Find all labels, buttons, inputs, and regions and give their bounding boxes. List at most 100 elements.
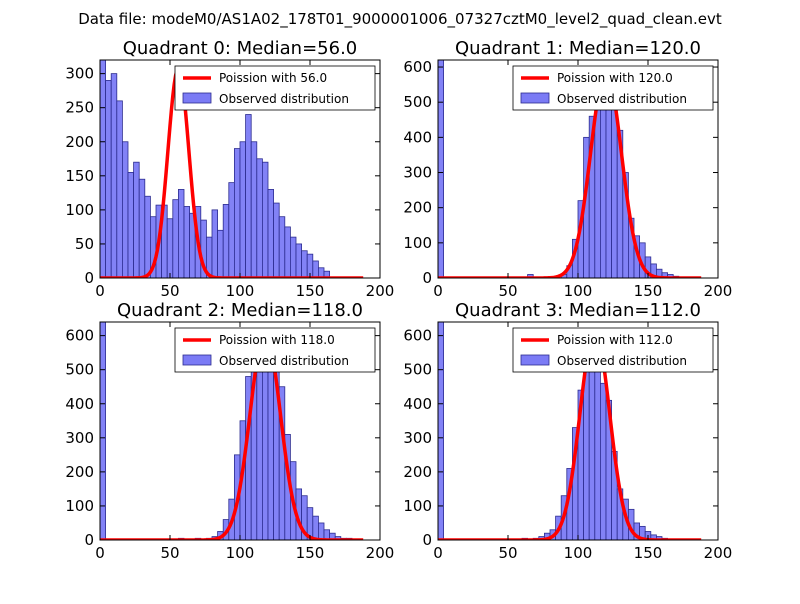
- quadrant-2-chart: 0 50 100 150 200 0 100 200 300 400 500 600 Quadrant …: [65, 300, 394, 562]
- x-tick-label: 0: [433, 282, 443, 300]
- hist-bar: [284, 226, 291, 278]
- legend-bar-swatch: [520, 354, 550, 366]
- y-tick-label: 400: [65, 395, 94, 413]
- hist-bar: [122, 141, 129, 278]
- x-tick-label: 50: [498, 282, 517, 300]
- y-tick-label: 50: [75, 235, 94, 253]
- y-tick-label: 400: [403, 128, 432, 146]
- hist-bar: [438, 322, 444, 540]
- quadrant-3-chart: 0 50 100 150 200 0 100 200 300 400 500 600 Quadrant …: [403, 300, 732, 562]
- x-tick-label: 0: [95, 282, 105, 300]
- y-tick-label: 300: [403, 429, 432, 447]
- y-tick-label: 250: [65, 99, 94, 117]
- quadrant-1-chart: 0 50 100 150 200 0 100 200 300 400 500 600 Quadrant …: [403, 38, 732, 300]
- y-tick-label: 600: [403, 58, 432, 76]
- hist-bar: [110, 73, 118, 278]
- y-tick-label: 300: [65, 65, 94, 83]
- y-tick-label: 100: [65, 497, 94, 515]
- hist-bar: [217, 229, 224, 278]
- chart-title: Quadrant 0: Median=56.0: [123, 38, 358, 59]
- y-tick-label: 100: [403, 497, 432, 515]
- hist-bar: [312, 515, 319, 540]
- legend-bar-swatch: [520, 92, 550, 104]
- x-tick-label: 100: [564, 544, 593, 562]
- legend-bar-label: Observed distribution: [557, 354, 687, 368]
- hist-bar: [228, 182, 235, 278]
- hist-bar: [127, 172, 134, 278]
- hist-bar: [312, 260, 319, 278]
- hist-bar: [100, 322, 106, 540]
- chart-title: Quadrant 3: Median=112.0: [455, 300, 701, 321]
- hist-bar: [105, 80, 112, 278]
- hist-bar: [211, 209, 218, 278]
- y-tick-label: 600: [403, 327, 432, 345]
- x-tick-label: 0: [433, 544, 443, 562]
- hist-bar: [133, 161, 140, 278]
- y-tick-label: 200: [403, 199, 432, 217]
- x-tick-label: 150: [296, 282, 325, 300]
- hist-bar: [289, 236, 297, 278]
- hist-bar: [177, 189, 185, 278]
- poisson-curve: [100, 66, 364, 278]
- y-tick-label: 500: [65, 361, 94, 379]
- x-tick-label: 50: [498, 544, 517, 562]
- y-tick-label: 0: [84, 531, 94, 549]
- legend-bar-label: Observed distribution: [557, 92, 687, 106]
- hist-bar: [600, 382, 607, 540]
- legend-bar-swatch: [182, 354, 212, 366]
- y-tick-label: 100: [65, 201, 94, 219]
- chart-title: Quadrant 1: Median=120.0: [455, 38, 701, 59]
- poisson-curve-group: [438, 68, 702, 278]
- y-tick-label: 0: [84, 269, 94, 287]
- hist-bar: [233, 148, 241, 278]
- figure-suptitle: Data file: modeM0/AS1A02_178T01_90000010…: [78, 10, 722, 29]
- hist-bar: [273, 202, 280, 278]
- hist-bar: [222, 204, 230, 278]
- y-tick-label: 200: [403, 463, 432, 481]
- x-tick-label: 150: [634, 544, 663, 562]
- x-tick-label: 50: [160, 544, 179, 562]
- hist-bar: [278, 216, 286, 278]
- y-tick-label: 600: [65, 327, 94, 345]
- poisson-curve: [438, 68, 702, 278]
- hist-bar: [256, 158, 263, 278]
- chart-title: Quadrant 2: Median=118.0: [117, 300, 363, 321]
- legend: Poission with 56.0 Observed distribution: [174, 65, 376, 111]
- hist-bar: [605, 91, 612, 278]
- poisson-curve-group: [100, 66, 364, 278]
- x-tick-label: 150: [634, 282, 663, 300]
- hist-bar: [301, 250, 308, 278]
- x-tick-label: 200: [366, 282, 395, 300]
- hist-bar: [239, 141, 246, 278]
- y-tick-label: 0: [422, 531, 432, 549]
- hist-bar: [116, 100, 123, 278]
- legend-line-label: Poission with 120.0: [557, 71, 673, 85]
- hist-bar: [256, 348, 263, 540]
- x-tick-label: 200: [704, 544, 733, 562]
- hist-bar: [100, 60, 106, 278]
- hist-bar: [317, 522, 325, 540]
- quadrant-0-chart: 0 50 100 150 200 0 50 100 150 200 250 300 Quadrant 0…: [65, 38, 394, 300]
- x-tick-label: 100: [226, 282, 255, 300]
- x-tick-label: 100: [564, 282, 593, 300]
- hist-bar: [245, 114, 252, 278]
- y-tick-label: 300: [65, 429, 94, 447]
- y-tick-label: 500: [403, 361, 432, 379]
- hist-bar: [166, 218, 174, 278]
- x-tick-label: 100: [226, 544, 255, 562]
- y-tick-label: 200: [65, 463, 94, 481]
- y-tick-label: 300: [403, 164, 432, 182]
- hist-bar: [438, 60, 444, 278]
- x-tick-label: 50: [160, 282, 179, 300]
- legend: Poission with 118.0 Observed distribution: [174, 327, 376, 373]
- hist-bar: [295, 243, 302, 278]
- hist-bar: [250, 141, 258, 278]
- hist-bar: [267, 189, 274, 278]
- hist-bar: [172, 199, 179, 278]
- legend-bar-swatch: [182, 92, 212, 104]
- y-tick-label: 500: [403, 93, 432, 111]
- x-tick-label: 200: [366, 544, 395, 562]
- y-tick-label: 100: [403, 234, 432, 252]
